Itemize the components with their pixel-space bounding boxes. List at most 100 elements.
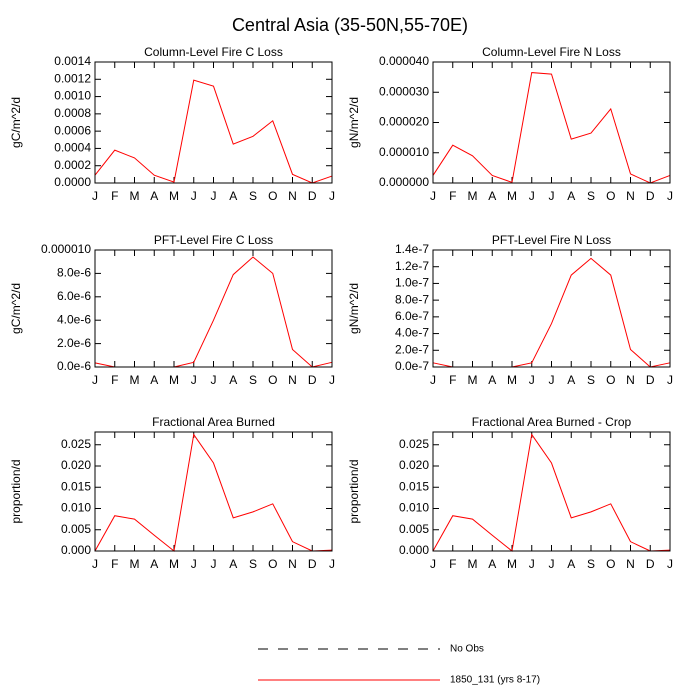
panel-title: Column-Level Fire C Loss	[144, 45, 283, 59]
figure-title: Central Asia (35-50N,55-70E)	[232, 15, 468, 35]
x-tick-label: A	[567, 189, 575, 203]
y-tick-label: 0.005	[61, 522, 91, 536]
y-tick-label: 2.0e-7	[395, 342, 429, 356]
x-tick-label: J	[191, 189, 197, 203]
x-tick-label: M	[169, 557, 179, 571]
x-tick-label: A	[488, 189, 496, 203]
y-tick-label: 0.0002	[54, 158, 91, 172]
x-tick-label: F	[449, 189, 456, 203]
x-tick-label: J	[667, 557, 673, 571]
legend-label: No Obs	[450, 644, 484, 655]
y-tick-label: 0.000030	[379, 84, 429, 98]
y-tick-label: 0.015	[61, 479, 91, 493]
y-tick-label: 0.0014	[54, 54, 91, 68]
x-tick-label: J	[92, 373, 98, 387]
y-axis-label: gC/m^2/d	[9, 283, 23, 334]
x-tick-label: M	[468, 189, 478, 203]
x-tick-label: M	[507, 557, 517, 571]
x-tick-label: N	[288, 557, 297, 571]
x-tick-label: N	[626, 373, 635, 387]
x-tick-label: A	[567, 373, 575, 387]
x-tick-label: D	[646, 189, 655, 203]
y-axis-label: proportion/d	[9, 459, 23, 523]
y-tick-label: 2.0e-6	[57, 336, 91, 350]
y-axis-label: proportion/d	[347, 459, 361, 523]
y-tick-label: 0.000040	[379, 54, 429, 68]
x-tick-label: J	[211, 373, 217, 387]
x-tick-label: S	[587, 373, 595, 387]
y-tick-label: 6.0e-7	[395, 309, 429, 323]
x-tick-label: J	[329, 557, 335, 571]
x-tick-label: O	[268, 373, 277, 387]
y-tick-label: 0.0000	[54, 175, 91, 189]
y-tick-label: 0.025	[399, 437, 429, 451]
x-tick-label: J	[549, 373, 555, 387]
x-tick-label: S	[249, 189, 257, 203]
x-tick-label: S	[587, 189, 595, 203]
x-tick-label: M	[130, 189, 140, 203]
x-tick-label: A	[150, 189, 158, 203]
y-tick-label: 0.010	[399, 501, 429, 515]
y-tick-label: 4.0e-7	[395, 326, 429, 340]
x-tick-label: A	[150, 373, 158, 387]
x-tick-label: J	[430, 189, 436, 203]
data-line	[94, 256, 333, 368]
panel-title: Column-Level Fire N Loss	[482, 45, 621, 59]
x-tick-label: M	[130, 373, 140, 387]
plot-frame	[94, 61, 333, 184]
x-tick-label: M	[468, 373, 478, 387]
y-tick-label: 0.000010	[41, 242, 91, 256]
x-tick-label: O	[268, 557, 277, 571]
y-tick-label: 0.0006	[54, 123, 91, 137]
x-tick-label: N	[626, 557, 635, 571]
panel-title: PFT-Level Fire C Loss	[154, 233, 273, 247]
x-tick-label: A	[150, 557, 158, 571]
y-tick-label: 0.000020	[379, 115, 429, 129]
x-tick-label: J	[529, 373, 535, 387]
x-tick-label: M	[169, 189, 179, 203]
y-tick-label: 0.025	[61, 437, 91, 451]
x-tick-label: D	[646, 557, 655, 571]
y-tick-label: 0.0e-7	[395, 359, 429, 373]
y-tick-label: 0.000010	[379, 145, 429, 159]
x-tick-label: M	[130, 557, 140, 571]
y-tick-label: 0.000000	[379, 175, 429, 189]
x-tick-label: D	[308, 373, 317, 387]
y-tick-label: 0.0e-6	[57, 359, 91, 373]
x-tick-label: J	[191, 373, 197, 387]
x-tick-label: J	[211, 189, 217, 203]
y-tick-label: 1.0e-7	[395, 276, 429, 290]
y-tick-label: 6.0e-6	[57, 289, 91, 303]
x-tick-label: F	[111, 189, 118, 203]
y-tick-label: 0.005	[399, 522, 429, 536]
x-tick-label: S	[249, 373, 257, 387]
x-tick-label: O	[606, 557, 615, 571]
y-tick-label: 0.0004	[54, 141, 91, 155]
x-tick-label: J	[430, 557, 436, 571]
plot-frame	[432, 61, 671, 184]
y-tick-label: 4.0e-6	[57, 312, 91, 326]
data-line	[94, 79, 333, 184]
x-tick-label: N	[626, 189, 635, 203]
x-tick-label: M	[468, 557, 478, 571]
y-tick-label: 0.000	[399, 543, 429, 557]
x-tick-label: J	[529, 189, 535, 203]
panel-title: PFT-Level Fire N Loss	[492, 233, 611, 247]
data-line	[432, 257, 671, 368]
x-tick-label: J	[549, 189, 555, 203]
x-tick-label: A	[229, 557, 237, 571]
x-tick-label: D	[646, 373, 655, 387]
x-tick-label: O	[606, 189, 615, 203]
data-line	[432, 72, 671, 184]
x-tick-label: D	[308, 557, 317, 571]
x-tick-label: A	[567, 557, 575, 571]
x-tick-label: J	[329, 189, 335, 203]
x-tick-label: F	[449, 373, 456, 387]
x-tick-label: J	[529, 557, 535, 571]
panel-title: Fractional Area Burned - Crop	[472, 415, 632, 429]
y-axis-label: gN/m^2/d	[347, 283, 361, 334]
x-tick-label: A	[229, 373, 237, 387]
x-tick-label: F	[111, 557, 118, 571]
y-tick-label: 0.000	[61, 543, 91, 557]
